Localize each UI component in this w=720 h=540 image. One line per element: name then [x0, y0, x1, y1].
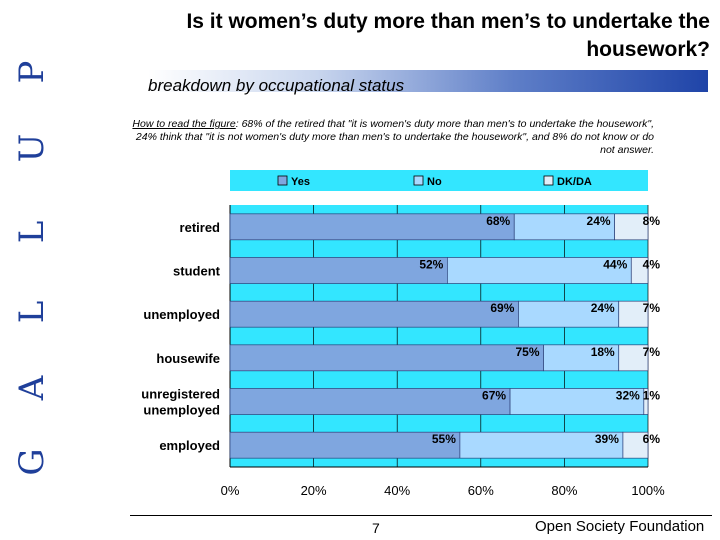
brand-letter-l: L [12, 301, 52, 324]
data-label-yes: 68% [486, 214, 510, 228]
legend-background [230, 170, 648, 191]
bar-yes [229, 300, 519, 328]
bar-no [518, 300, 620, 328]
data-label-no: 18% [591, 345, 615, 359]
legend-swatch-no [413, 175, 424, 186]
bar-dkda [614, 213, 649, 241]
brand-letter-l: L [12, 221, 52, 244]
x-tick-label: 20% [301, 483, 327, 498]
title-gradient-bar [148, 70, 708, 92]
brand-letter-g: G [12, 448, 52, 475]
bar-no [513, 213, 615, 241]
bar-no [543, 344, 620, 372]
bar-no [459, 431, 624, 459]
category-label: employed [159, 438, 220, 453]
data-label-dkda: 7% [643, 301, 661, 315]
data-label-no: 32% [616, 389, 640, 403]
gallup-vertical-logo: P U L L A G [12, 61, 52, 476]
x-tick-label: 80% [551, 483, 577, 498]
data-label-no: 24% [591, 301, 615, 315]
page-number: 7 [372, 520, 380, 536]
legend-label-no: No [427, 176, 442, 188]
category-label: retired [180, 220, 221, 235]
how-to-read-text: : 68% of the retired that "it is women's… [135, 118, 654, 156]
data-label-dkda: 8% [643, 214, 661, 228]
data-label-dkda: 6% [643, 432, 661, 446]
bar-no [447, 257, 632, 284]
bar-yes [229, 257, 448, 284]
data-label-yes: 75% [515, 345, 539, 359]
data-label-no: 44% [603, 258, 627, 272]
bar-yes [229, 388, 511, 415]
bar-yes [229, 213, 515, 241]
footer-divider [130, 515, 712, 516]
data-label-dkda: 4% [643, 258, 661, 272]
legend-swatch-yes [277, 175, 288, 186]
legend-swatch-dkda [543, 175, 554, 186]
brand-letter-a: A [12, 375, 52, 401]
data-label-yes: 67% [482, 389, 506, 403]
page-title: Is it women’s duty more than men’s to un… [186, 10, 710, 61]
bar-dkda [618, 300, 649, 328]
gallup-brand: P U L L A G [0, 0, 60, 540]
bar-dkda [643, 388, 649, 415]
brand-letter-p: P [12, 61, 52, 84]
data-label-dkda: 7% [643, 345, 661, 359]
bar-dkda [630, 257, 649, 284]
data-label-dkda: 1% [643, 389, 661, 403]
category-label: unregistered [141, 387, 220, 402]
data-label-yes: 55% [432, 432, 456, 446]
chart-legend: Yes No DK/DA [230, 170, 648, 191]
plot-area [230, 205, 648, 467]
data-label-yes: 52% [419, 258, 443, 272]
x-tick-label: 60% [468, 483, 494, 498]
how-to-read-label: How to read the figure [132, 118, 236, 130]
bar-no [509, 388, 645, 415]
bar-yes [229, 431, 461, 459]
bar-dkda [618, 344, 649, 372]
x-tick-label: 100% [631, 483, 665, 498]
data-label-yes: 69% [490, 301, 514, 315]
data-label-no: 24% [587, 214, 611, 228]
subtitle: breakdown by occupational status [148, 76, 405, 95]
legend-label-yes: Yes [291, 176, 310, 188]
legend-label-dkda: DK/DA [557, 176, 592, 188]
bar-dkda [622, 431, 649, 459]
category-label: student [173, 264, 221, 279]
how-to-read-note: How to read the figure: 68% of the retir… [122, 118, 654, 157]
x-tick-label: 0% [221, 483, 240, 498]
bar-yes [229, 344, 544, 372]
x-tick-label: 40% [384, 483, 410, 498]
category-label: unemployed [143, 307, 220, 322]
footer-organization: Open Society Foundation [535, 518, 705, 535]
data-label-no: 39% [595, 432, 619, 446]
category-label: housewife [156, 351, 220, 366]
category-label: unemployed [143, 403, 220, 418]
brand-letter-u: U [12, 134, 52, 163]
